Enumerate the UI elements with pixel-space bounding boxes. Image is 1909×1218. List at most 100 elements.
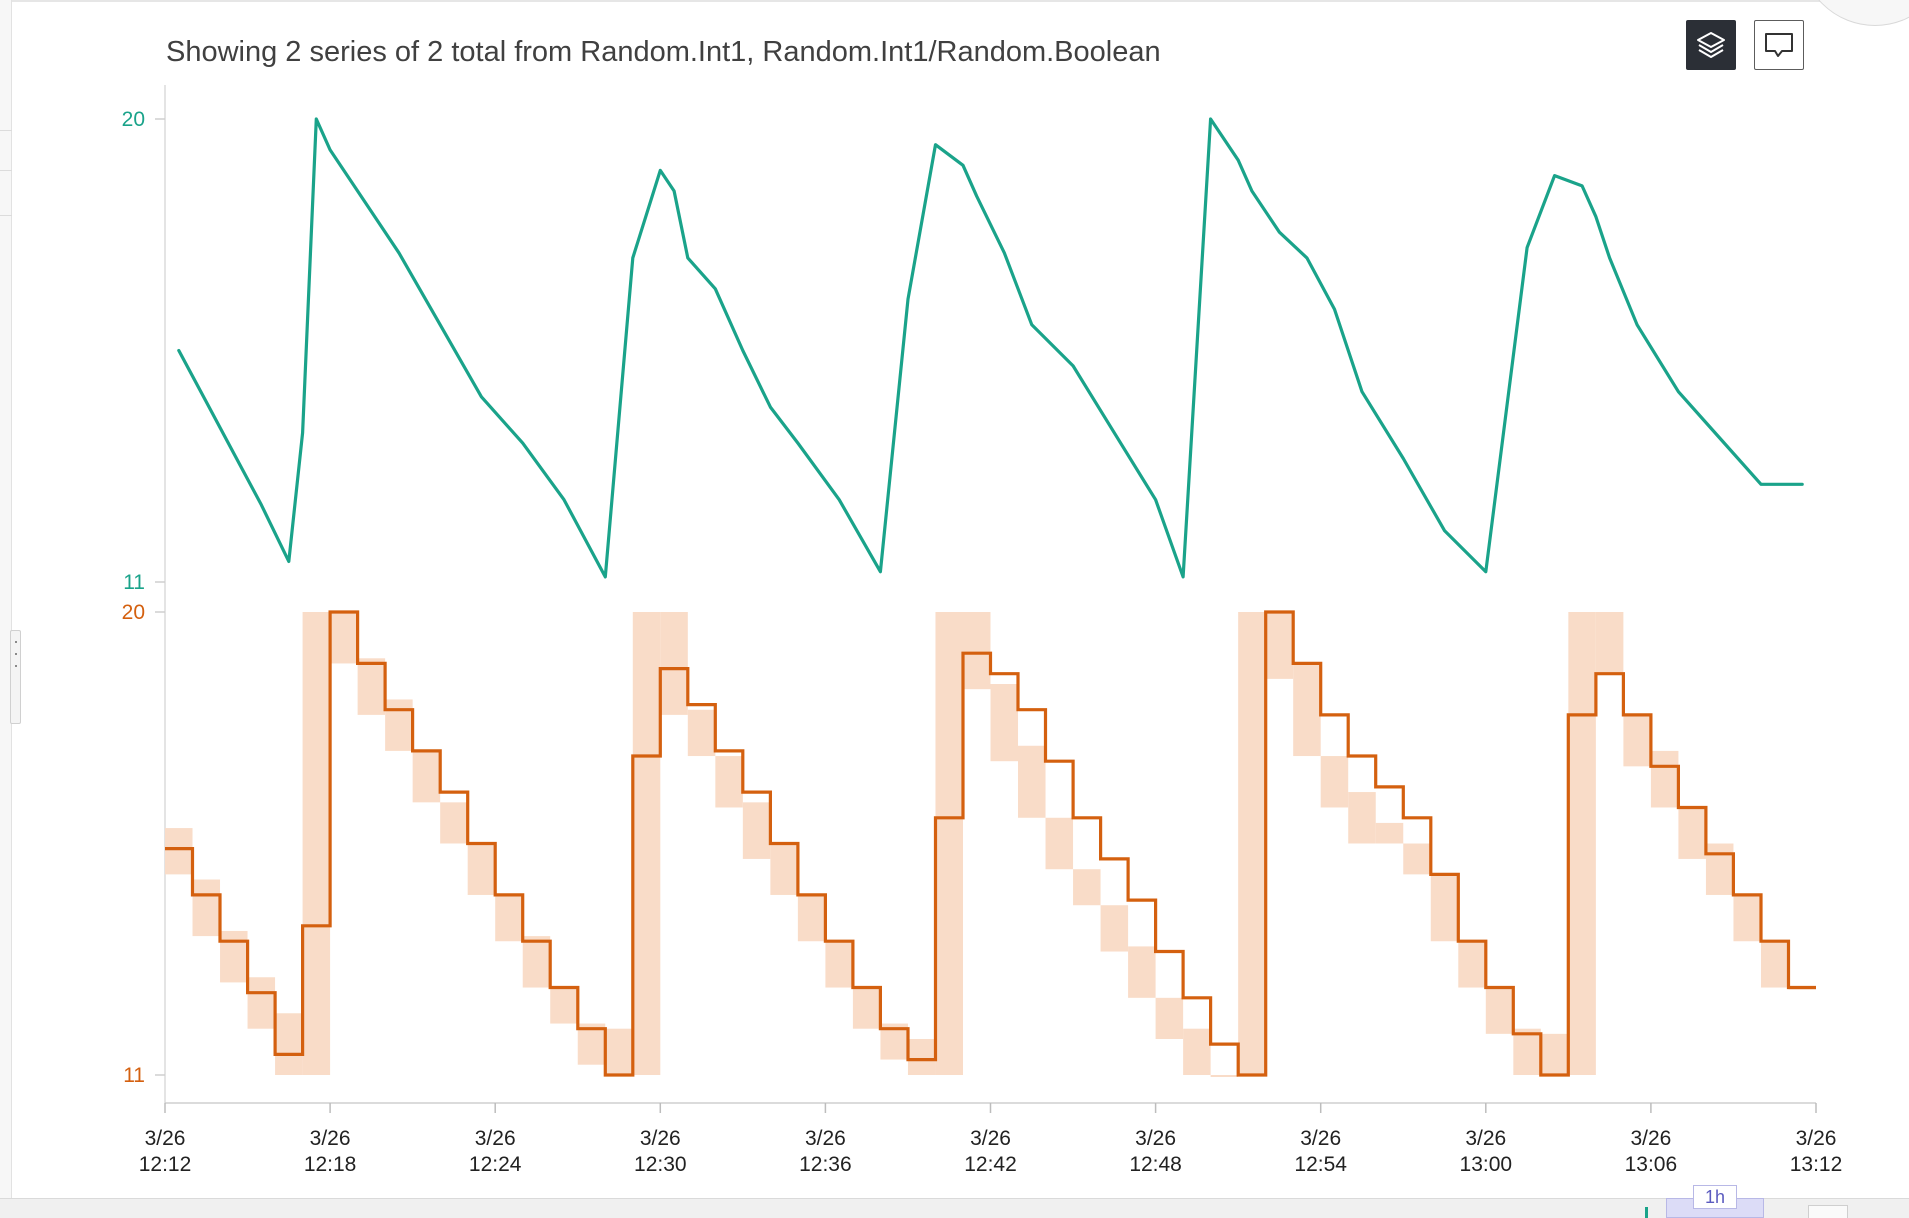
band-segment — [825, 941, 853, 988]
band-segment — [247, 977, 276, 1029]
band-segment — [1155, 997, 1184, 1039]
band-segment — [275, 1013, 303, 1075]
left-sidebar-strip — [0, 0, 12, 1218]
band-segment — [1183, 1028, 1211, 1075]
band-segment — [385, 699, 413, 751]
band-segment — [1348, 792, 1376, 844]
y-tick-label: 11 — [123, 571, 145, 594]
x-tick-label-time: 12:12 — [139, 1153, 192, 1176]
band-segment — [412, 750, 441, 803]
band-segment — [1595, 612, 1624, 674]
x-tick-label-time: 12:24 — [469, 1153, 522, 1176]
band-segment — [1403, 843, 1431, 875]
timeline-brush-label[interactable]: 1h — [1693, 1185, 1737, 1209]
band-segment — [1210, 1075, 1239, 1077]
band-segment — [742, 802, 771, 859]
band-segment — [1293, 663, 1321, 757]
left-strip-divider — [0, 215, 12, 216]
band-segment — [1045, 817, 1074, 870]
band-segment — [1623, 714, 1651, 767]
band-segment — [495, 894, 523, 942]
left-strip-divider — [0, 170, 12, 171]
band-segment — [1320, 756, 1349, 808]
band-segment — [1513, 1028, 1541, 1075]
band-segment — [1375, 822, 1404, 844]
x-tick-label-date: 3/26 — [1630, 1127, 1671, 1150]
band-segment — [577, 1023, 606, 1065]
x-tick-label-date: 3/26 — [1796, 1127, 1837, 1150]
comment-button[interactable] — [1754, 20, 1804, 70]
timeline-bar[interactable] — [0, 1198, 1909, 1218]
y-tick-label: 20 — [122, 108, 145, 131]
band-segment — [1430, 874, 1459, 942]
x-tick-label-time: 13:06 — [1625, 1153, 1678, 1176]
band-segment — [1705, 843, 1734, 895]
band-segment — [1458, 941, 1486, 988]
band-segment — [1265, 612, 1294, 679]
y-tick-label: 20 — [122, 601, 145, 624]
band-segment — [1128, 946, 1156, 998]
x-tick-label-date: 3/26 — [475, 1127, 516, 1150]
x-tick-label-time: 12:48 — [1129, 1153, 1182, 1176]
x-tick-label-date: 3/26 — [1465, 1127, 1506, 1150]
chart-axes: 20 11 20 11 3/26 12:12 3/26 12:18 3/26 12:24 3/26 1… — [122, 85, 1843, 1176]
x-tick-label-date: 3/26 — [1300, 1127, 1341, 1150]
x-tick-label-time: 12:54 — [1294, 1153, 1347, 1176]
band-segment — [962, 612, 991, 690]
timeline-corner-button[interactable] — [1808, 1205, 1848, 1218]
x-tick-label-date: 3/26 — [310, 1127, 351, 1150]
band-segment — [797, 894, 826, 942]
x-tick-label-time: 12:36 — [799, 1153, 852, 1176]
band-segment — [715, 756, 743, 808]
band-segment — [220, 930, 248, 983]
band-segment — [1733, 894, 1761, 942]
x-tick-label-date: 3/26 — [805, 1127, 846, 1150]
x-tick-label-time: 13:00 — [1460, 1153, 1513, 1176]
band-segment — [1650, 750, 1679, 808]
band-segment — [1540, 1033, 1569, 1075]
band-segment — [1073, 869, 1101, 906]
band-segment — [1568, 612, 1596, 1075]
band-segment — [357, 658, 386, 715]
band-segment — [165, 828, 193, 875]
band-segment — [1678, 807, 1706, 859]
band-segment — [907, 1038, 936, 1075]
band-segment — [660, 612, 688, 715]
series-line-step — [165, 610, 1816, 1077]
chart-title: Showing 2 series of 2 total from Random.… — [166, 36, 1161, 68]
band-segment — [440, 802, 468, 844]
band-segment — [192, 879, 221, 937]
series-line — [177, 117, 1804, 579]
band-segment — [1485, 987, 1514, 1034]
band-segment — [467, 843, 496, 895]
timeline-marker — [1645, 1207, 1648, 1218]
x-tick-label-time: 12:30 — [634, 1153, 687, 1176]
band-segment — [1018, 745, 1046, 818]
range-band — [165, 612, 1816, 1077]
x-tick-label-date: 3/26 — [970, 1127, 1011, 1150]
band-segment — [302, 612, 331, 1075]
x-tick-label-time: 12:42 — [964, 1153, 1017, 1176]
band-segment — [1238, 612, 1266, 1075]
band-segment — [522, 936, 551, 988]
x-tick-label-time: 12:18 — [304, 1153, 357, 1176]
band-segment — [852, 987, 881, 1029]
band-segment — [632, 612, 661, 1075]
band-segment — [1100, 905, 1129, 952]
layers-icon — [1697, 32, 1725, 58]
comment-icon — [1765, 33, 1793, 57]
x-tick-label-date: 3/26 — [145, 1127, 186, 1150]
y-tick-label: 11 — [123, 1064, 145, 1087]
x-tick-label-time: 13:12 — [1790, 1153, 1843, 1176]
band-segment — [330, 612, 358, 664]
band-segment — [550, 987, 578, 1024]
band-segment — [1760, 941, 1789, 988]
left-strip-divider — [0, 130, 12, 131]
x-tick-label-date: 3/26 — [1135, 1127, 1176, 1150]
panel-resize-handle[interactable] — [10, 630, 21, 724]
band-segment — [935, 612, 963, 1075]
band-segment — [990, 684, 1019, 762]
layers-button[interactable] — [1686, 20, 1736, 70]
band-segment — [770, 843, 798, 895]
